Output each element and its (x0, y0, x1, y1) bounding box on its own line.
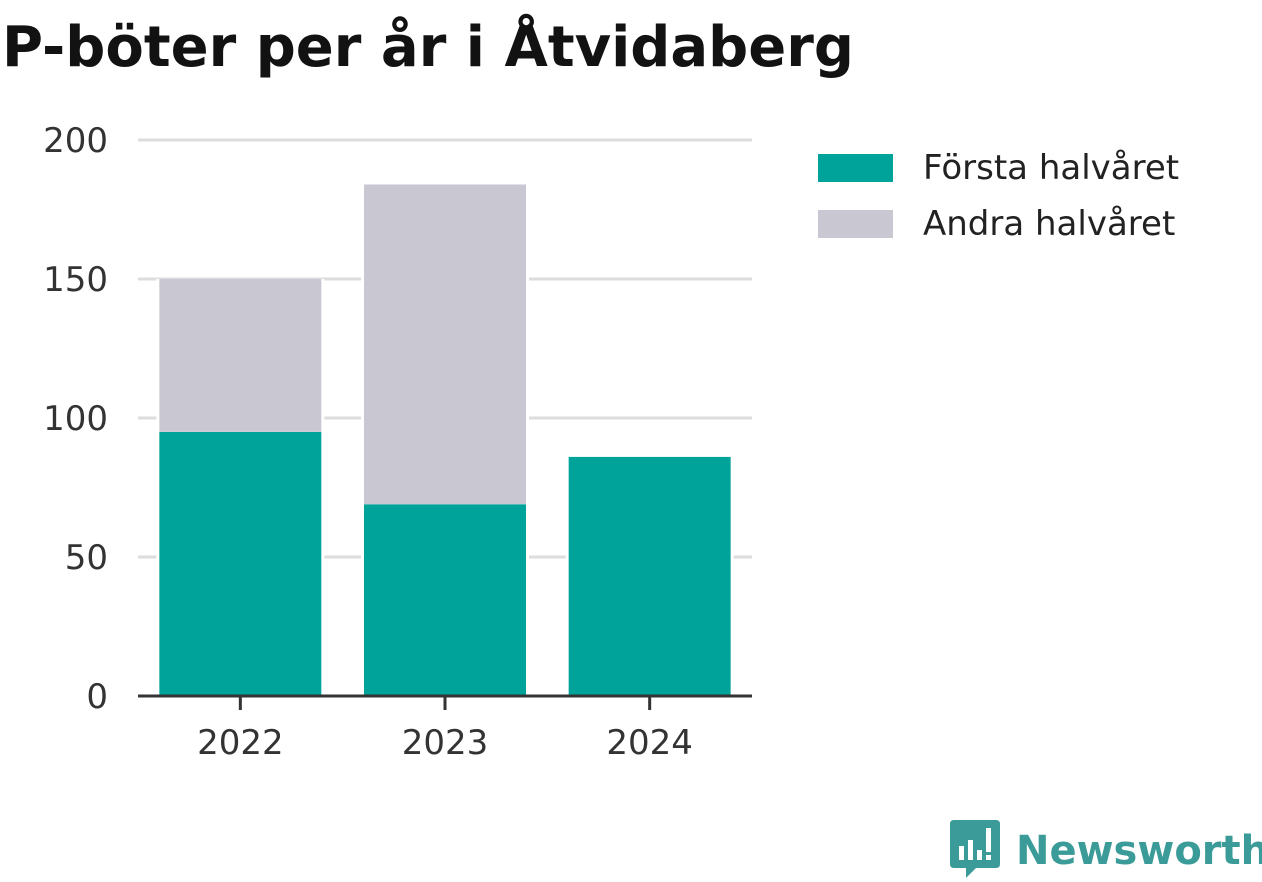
bar-2022-first-half (159, 431, 322, 696)
y-tick-label: 0 (86, 677, 108, 717)
x-axis (138, 694, 752, 710)
legend-label-first-half: Första halvåret (923, 148, 1180, 188)
legend-item-second-half: Andra halvåret (818, 196, 1179, 252)
logo-text: Newsworthy (1016, 828, 1262, 874)
legend-label-second-half: Andra halvåret (923, 204, 1176, 244)
y-tick-labels: 0 50 100 150 200 (43, 121, 108, 717)
bar-2024-first-half (568, 456, 731, 696)
bar-2023-second-half (364, 184, 526, 505)
y-tick-label: 50 (65, 538, 108, 578)
bars (156, 184, 734, 696)
legend-swatch-second-half (818, 210, 893, 238)
y-tick-label: 200 (43, 121, 108, 161)
x-tick-label: 2022 (197, 723, 284, 763)
legend-item-first-half: Första halvåret (818, 140, 1179, 196)
bar-chart-speech-bubble-icon (950, 820, 1000, 882)
bar-2023-first-half (364, 504, 526, 696)
x-tick-labels: 2022 2023 2024 (197, 723, 693, 763)
bar-chart: 0 50 100 150 200 2022 2023 2024 (43, 121, 752, 763)
legend: Första halvåret Andra halvåret (818, 140, 1179, 252)
chart-title: P-böter per år i Åtvidaberg (2, 15, 854, 80)
y-tick-label: 150 (43, 260, 108, 300)
legend-swatch-first-half (818, 154, 893, 182)
x-tick-label: 2024 (606, 723, 693, 763)
bar-2022-second-half (159, 279, 322, 432)
x-tick-label: 2023 (402, 723, 489, 763)
newsworthy-logo: Newsworthy (950, 820, 1262, 882)
y-tick-label: 100 (43, 399, 108, 439)
